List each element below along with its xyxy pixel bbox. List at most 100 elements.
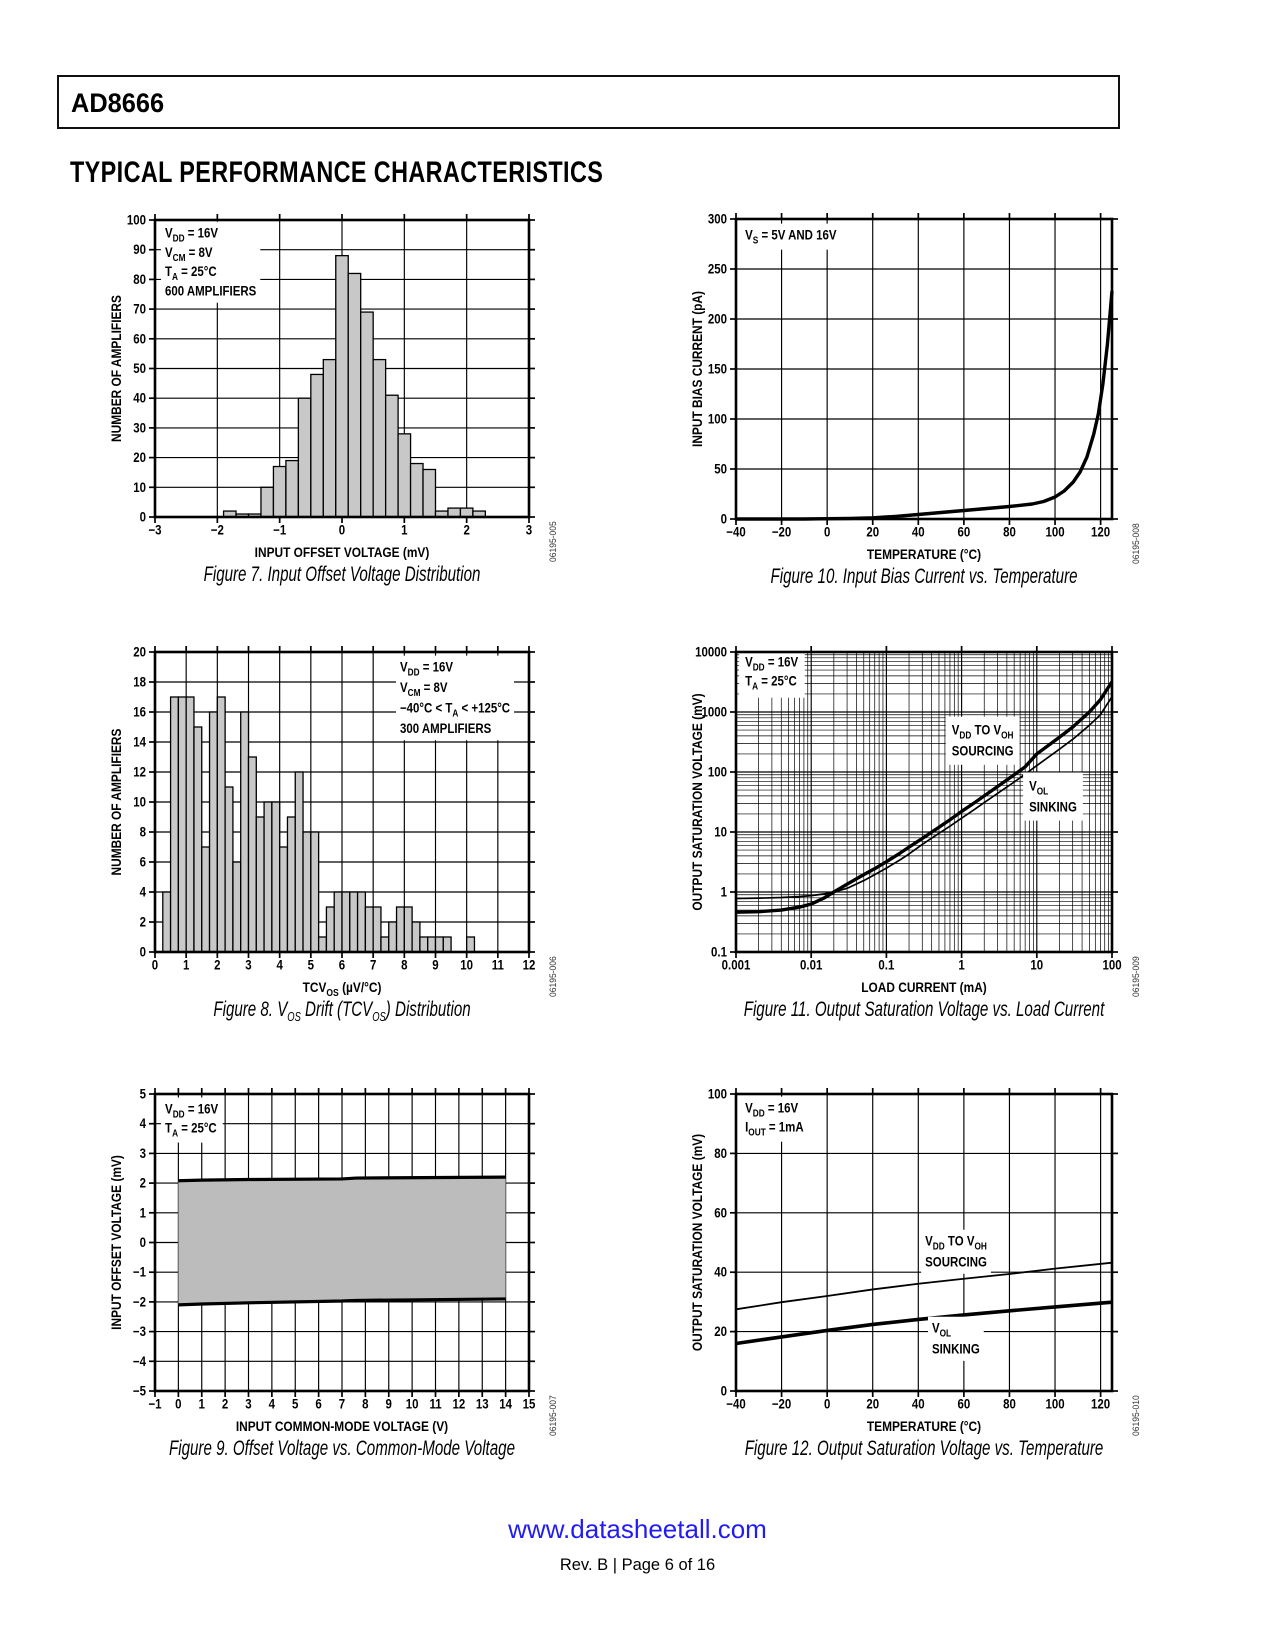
svg-text:600 AMPLIFIERS: 600 AMPLIFIERS [165, 284, 256, 299]
svg-text:10: 10 [1030, 958, 1043, 973]
footer-revision: Rev. B | Page 6 of 16 [559, 1556, 716, 1574]
svg-text:4: 4 [140, 885, 146, 900]
svg-text:10: 10 [460, 958, 473, 973]
figure-7-caption: Figure 7. Input Offset Voltage Distribut… [203, 563, 481, 586]
svg-text:SOURCING: SOURCING [952, 744, 1014, 759]
svg-text:20: 20 [133, 645, 146, 660]
svg-text:40: 40 [912, 1397, 925, 1412]
svg-text:5: 5 [308, 958, 314, 973]
svg-text:100: 100 [708, 1087, 727, 1102]
svg-text:1: 1 [401, 523, 407, 538]
svg-text:VDD TO VOH: VDD TO VOH [952, 723, 1014, 741]
svg-text:NUMBER OF AMPLIFIERS: NUMBER OF AMPLIFIERS [108, 728, 124, 875]
svg-text:2: 2 [140, 915, 146, 930]
svg-text:60: 60 [133, 331, 146, 346]
svg-text:120: 120 [1091, 1397, 1110, 1412]
svg-text:IOUT = 1mA: IOUT = 1mA [745, 1120, 804, 1138]
svg-text:8: 8 [140, 825, 146, 840]
svg-text:150: 150 [708, 362, 727, 377]
svg-text:2: 2 [214, 958, 220, 973]
figure-10-chart: VS = 5V AND 16V −40 −20 0 20 40 60 80 100 120 0 50 1… [689, 212, 1141, 564]
svg-text:70: 70 [133, 302, 146, 317]
svg-text:0: 0 [721, 512, 727, 527]
svg-text:INPUT COMMON-MODE VOLTAGE (V): INPUT COMMON-MODE VOLTAGE (V) [236, 1418, 448, 1434]
svg-text:100: 100 [1045, 1397, 1064, 1412]
svg-text:TA = 25°C: TA = 25°C [165, 264, 217, 282]
svg-text:120: 120 [1091, 525, 1110, 540]
footer-link[interactable]: www.datasheetall.com [508, 1514, 767, 1544]
svg-text:−1: −1 [148, 1397, 161, 1412]
svg-text:20: 20 [866, 525, 879, 540]
svg-text:TA = 25°C: TA = 25°C [165, 1121, 217, 1139]
svg-text:100: 100 [1102, 958, 1121, 973]
figure-10-caption: Figure 10. Input Bias Current vs. Temper… [770, 565, 1078, 588]
svg-text:9: 9 [432, 958, 438, 973]
svg-text:VDD = 16V: VDD = 16V [165, 1102, 219, 1120]
svg-text:80: 80 [1003, 525, 1016, 540]
figure-11-caption: Figure 11. Output Saturation Voltage vs.… [743, 998, 1105, 1021]
svg-text:2: 2 [463, 523, 469, 538]
figure-12-series-sourcing [735, 1261, 1113, 1311]
svg-text:−2: −2 [133, 1295, 146, 1310]
svg-text:0: 0 [175, 1397, 181, 1412]
figure-11-series-sinking [735, 696, 1113, 900]
svg-text:INPUT BIAS CURRENT (pA): INPUT BIAS CURRENT (pA) [689, 291, 705, 447]
figure-11-code: 06195-009 [1131, 956, 1142, 997]
svg-text:3: 3 [245, 958, 251, 973]
svg-text:6: 6 [315, 1397, 321, 1412]
svg-text:−5: −5 [133, 1384, 146, 1399]
svg-text:−1: −1 [133, 1265, 146, 1280]
svg-text:80: 80 [1003, 1397, 1016, 1412]
svg-text:7: 7 [339, 1397, 345, 1412]
page-title: TYPICAL PERFORMANCE CHARACTERISTICS [70, 156, 604, 189]
svg-text:3: 3 [526, 523, 532, 538]
svg-text:1: 1 [140, 1205, 146, 1220]
figure-8-caption: Figure 8. VOS Drift (TCVOS) Distribution [213, 998, 471, 1025]
svg-text:TCVOS (µV/°C): TCVOS (µV/°C) [303, 979, 382, 998]
header-box: AD8666 [57, 75, 1120, 129]
svg-text:60: 60 [714, 1205, 727, 1220]
figure-11-series-sourcing [735, 680, 1114, 914]
svg-text:NUMBER OF AMPLIFIERS: NUMBER OF AMPLIFIERS [108, 295, 124, 442]
svg-text:VOL: VOL [932, 1321, 952, 1339]
figure-9-code: 06195-007 [548, 1395, 559, 1436]
figure-12-code: 06195-010 [1131, 1395, 1142, 1436]
svg-text:300: 300 [708, 212, 727, 227]
svg-text:16: 16 [133, 705, 146, 720]
svg-text:−40: −40 [726, 1397, 745, 1412]
svg-text:20: 20 [133, 450, 146, 465]
svg-text:30: 30 [133, 421, 146, 436]
svg-text:0: 0 [140, 1235, 146, 1250]
svg-text:0: 0 [339, 523, 345, 538]
svg-text:9: 9 [386, 1397, 392, 1412]
svg-text:12: 12 [452, 1397, 465, 1412]
svg-text:20: 20 [714, 1324, 727, 1339]
svg-text:4: 4 [276, 958, 282, 973]
svg-text:2: 2 [222, 1397, 228, 1412]
svg-text:10: 10 [714, 825, 727, 840]
svg-text:10000: 10000 [695, 645, 727, 660]
svg-text:VDD = 16V: VDD = 16V [745, 655, 799, 673]
part-number: AD8666 [71, 88, 165, 118]
svg-text:10: 10 [133, 480, 146, 495]
svg-text:50: 50 [714, 462, 727, 477]
svg-text:INPUT OFFSET VOLTAGE (mV): INPUT OFFSET VOLTAGE (mV) [108, 1155, 124, 1330]
svg-text:0.01: 0.01 [800, 958, 822, 973]
svg-text:−2: −2 [211, 523, 224, 538]
svg-text:5: 5 [292, 1397, 298, 1412]
svg-text:0: 0 [721, 1384, 727, 1399]
svg-text:VCM = 8V: VCM = 8V [400, 680, 448, 698]
svg-text:40: 40 [133, 391, 146, 406]
svg-text:100: 100 [1045, 525, 1064, 540]
svg-text:4: 4 [140, 1116, 146, 1131]
svg-text:−3: −3 [133, 1324, 146, 1339]
svg-text:0: 0 [140, 510, 146, 525]
svg-text:SOURCING: SOURCING [925, 1255, 987, 1270]
svg-text:200: 200 [708, 312, 727, 327]
svg-text:−20: −20 [772, 1397, 791, 1412]
svg-text:6: 6 [339, 958, 345, 973]
svg-text:10: 10 [406, 1397, 419, 1412]
